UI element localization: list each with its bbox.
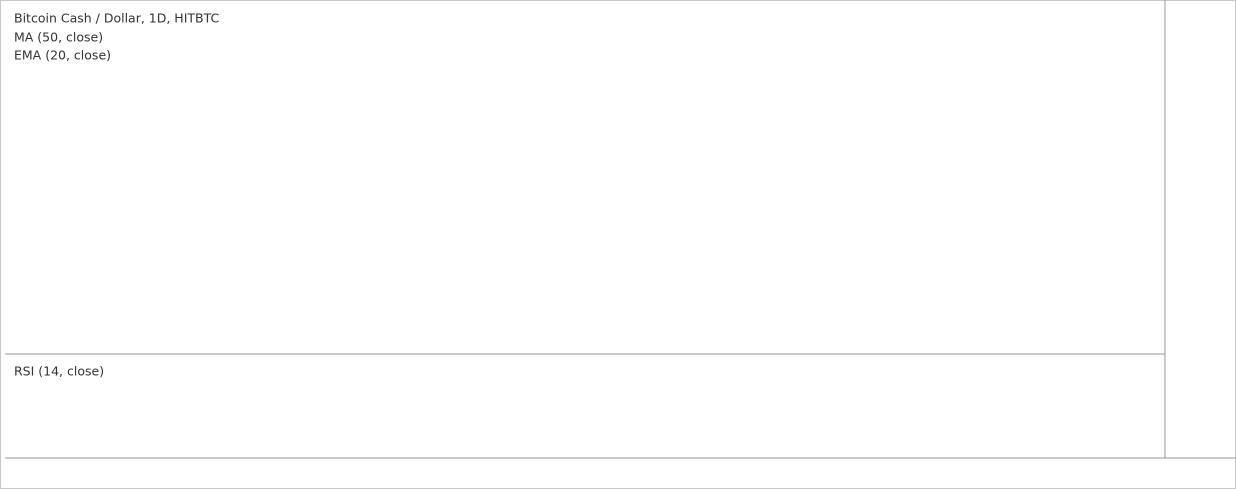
legend-ma: MA (50, close) — [14, 30, 103, 45]
rsi-title: RSI (14, close) — [14, 364, 104, 379]
chart-title: Bitcoin Cash / Dollar, 1D, HITBTC — [14, 11, 220, 26]
legend-ema: EMA (20, close) — [14, 48, 111, 63]
